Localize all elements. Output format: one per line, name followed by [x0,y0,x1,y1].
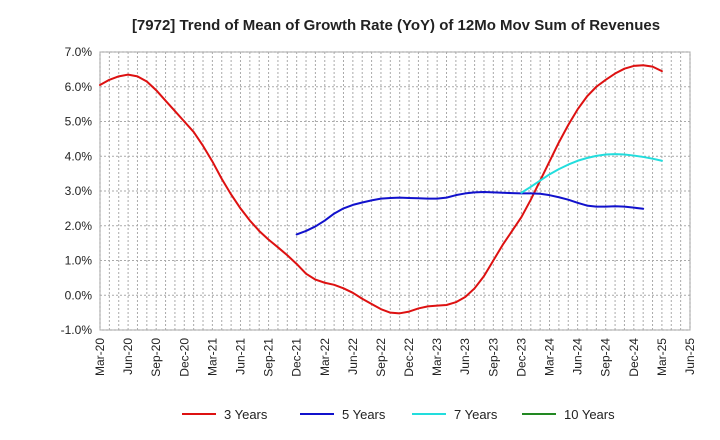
y-tick-label: 6.0% [65,80,93,94]
series-line-3-years [99,64,663,315]
x-tick-label: Mar-21 [205,338,219,376]
chart-title: [7972] Trend of Mean of Growth Rate (YoY… [132,17,660,34]
axes: -1.0% 0.0% 1.0% 2.0% 3.0% 4.0% 5.0% 6.0% 7.0% Mar… [61,45,697,377]
legend: 3 Years 5 Years 7 Years 10 Years [182,407,615,422]
x-tick-label: Jun-23 [458,338,472,375]
legend-label-10-years: 10 Years [564,407,615,422]
x-tick-label: Sep-20 [149,338,163,377]
legend-label-5-years: 5 Years [342,407,386,422]
y-tick-label: -1.0% [61,323,93,337]
series-line-7-years [520,153,663,194]
legend-label-7-years: 7 Years [454,407,498,422]
x-tick-label: Sep-22 [374,338,388,377]
series-lines [99,64,663,315]
x-tick-label: Mar-20 [93,338,107,376]
x-tick-label: Dec-20 [177,338,191,377]
x-tick-label: Jun-21 [233,338,247,375]
x-tick-label: Dec-21 [290,338,304,377]
x-tick-label: Mar-24 [543,338,557,376]
x-tick-label: Dec-24 [627,338,641,377]
x-tick-label: Mar-23 [430,338,444,376]
x-tick-label: Dec-23 [514,338,528,377]
y-tick-label: 0.0% [65,288,93,302]
series-line-5-years [295,191,645,236]
y-tick-label: 3.0% [65,184,93,198]
y-tick-label: 1.0% [65,254,93,268]
y-tick-label: 4.0% [65,149,93,163]
x-tick-label: Jun-25 [683,338,697,375]
legend-label-3-years: 3 Years [224,407,268,422]
x-tick-label: Jun-22 [346,338,360,375]
x-tick-label: Sep-24 [599,338,613,377]
x-tick-label: Jun-24 [571,338,585,375]
grid [99,51,691,331]
x-tick-label: Mar-25 [655,338,669,376]
y-tick-label: 7.0% [65,45,93,59]
x-tick-label: Sep-23 [486,338,500,377]
x-tick-label: Sep-21 [262,338,276,377]
x-tick-label: Jun-20 [121,338,135,375]
y-tick-label: 5.0% [65,115,93,129]
x-tick-label: Dec-22 [402,338,416,377]
y-tick-label: 2.0% [65,219,93,233]
x-tick-label: Mar-22 [318,338,332,376]
